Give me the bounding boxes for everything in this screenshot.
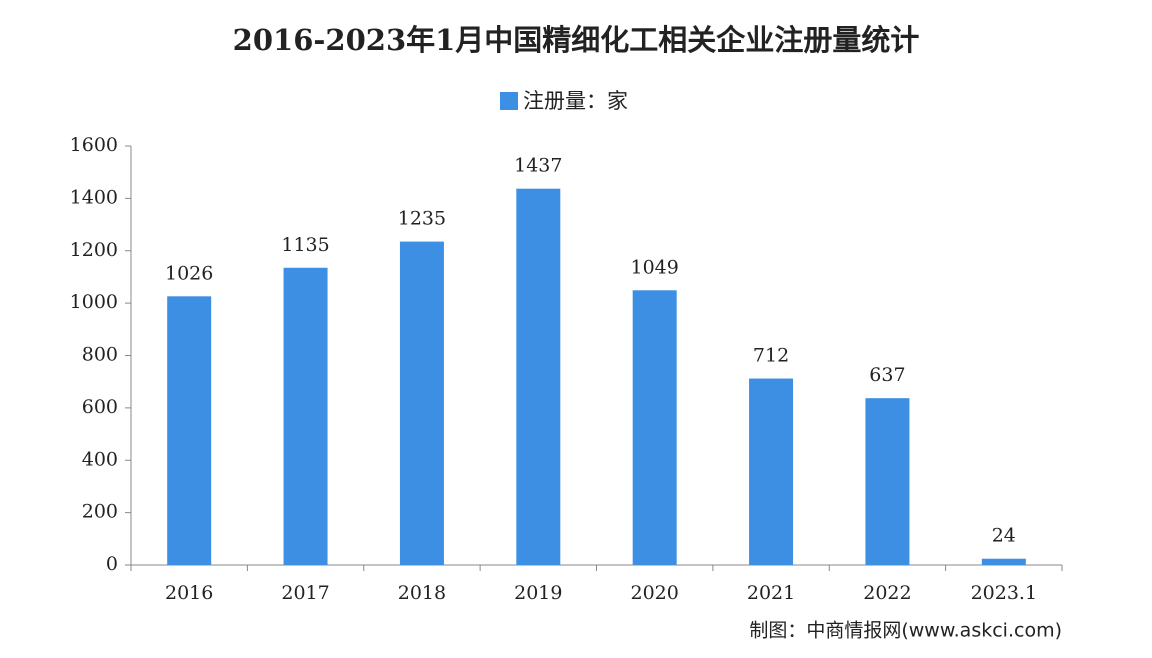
bar xyxy=(283,267,328,565)
value-label: 24 xyxy=(992,525,1016,547)
y-tick-label: 1400 xyxy=(70,186,118,208)
bar xyxy=(981,558,1026,565)
value-label: 1437 xyxy=(514,155,562,177)
y-tick-label: 600 xyxy=(82,396,118,418)
legend-label: 注册量：家 xyxy=(523,89,628,113)
value-label: 1135 xyxy=(281,234,329,256)
y-tick-label: 800 xyxy=(82,344,118,366)
x-tick-label: 2019 xyxy=(514,582,562,604)
value-label: 712 xyxy=(753,345,789,367)
value-label: 1049 xyxy=(631,256,679,278)
legend-swatch xyxy=(500,92,518,110)
y-tick-label: 200 xyxy=(82,501,118,523)
bar xyxy=(865,398,910,565)
bar xyxy=(167,296,212,565)
value-label: 1026 xyxy=(165,262,213,284)
bar xyxy=(399,241,444,565)
source-note: 制图：中商情报网(www.askci.com) xyxy=(749,620,1062,642)
x-tick-label: 2020 xyxy=(631,582,679,604)
bar xyxy=(516,188,561,566)
value-label: 637 xyxy=(869,364,905,386)
x-tick-label: 2023.1 xyxy=(971,582,1037,604)
y-tick-label: 1600 xyxy=(70,134,118,156)
bar xyxy=(632,290,677,565)
y-tick-label: 1000 xyxy=(70,291,118,313)
x-tick-label: 2022 xyxy=(863,582,911,604)
y-tick-label: 0 xyxy=(106,553,118,575)
value-label: 1235 xyxy=(398,208,446,230)
chart-title: 2016-2023年1月中国精细化工相关企业注册量统计 xyxy=(233,23,920,57)
y-tick-label: 400 xyxy=(82,448,118,470)
x-tick-label: 2017 xyxy=(281,582,329,604)
y-tick-label: 1200 xyxy=(70,239,118,261)
x-tick-label: 2016 xyxy=(165,582,213,604)
bar xyxy=(749,378,794,565)
x-tick-label: 2018 xyxy=(398,582,446,604)
x-tick-label: 2021 xyxy=(747,582,795,604)
